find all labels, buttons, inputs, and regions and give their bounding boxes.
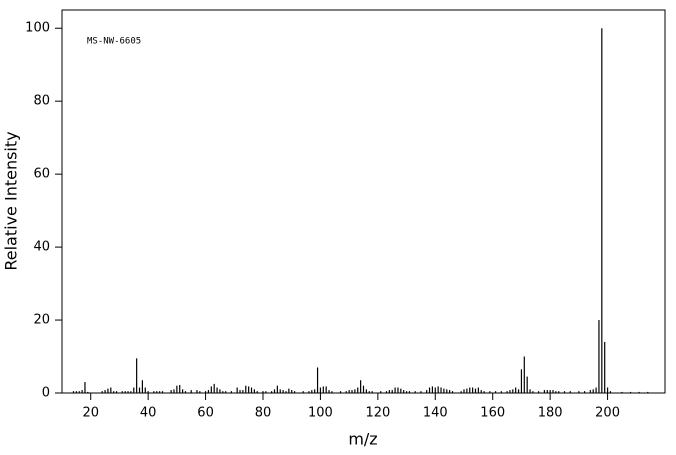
x-tick-label: 100 — [308, 406, 333, 421]
y-tick-label: 40 — [33, 240, 50, 255]
x-tick-label: 140 — [423, 406, 448, 421]
x-tick-label: 40 — [140, 406, 157, 421]
annotation: MS-NW-6605 — [87, 37, 141, 47]
x-tick-label: 180 — [538, 406, 563, 421]
x-tick-label: 80 — [255, 406, 272, 421]
y-tick-label: 80 — [33, 94, 50, 109]
x-tick-label: 60 — [197, 406, 214, 421]
x-tick-label: 120 — [365, 406, 390, 421]
y-tick-label: 100 — [25, 21, 50, 36]
y-tick-label: 20 — [33, 313, 50, 328]
x-tick-label: 200 — [595, 406, 620, 421]
x-axis-title: m/z — [348, 430, 377, 449]
y-tick-label: 0 — [42, 386, 50, 401]
x-tick-label: 20 — [82, 406, 99, 421]
plot-frame — [61, 9, 666, 394]
x-tick-label: 160 — [480, 406, 505, 421]
y-tick-label: 60 — [33, 167, 50, 182]
y-axis-title: Relative Intensity — [2, 131, 21, 270]
